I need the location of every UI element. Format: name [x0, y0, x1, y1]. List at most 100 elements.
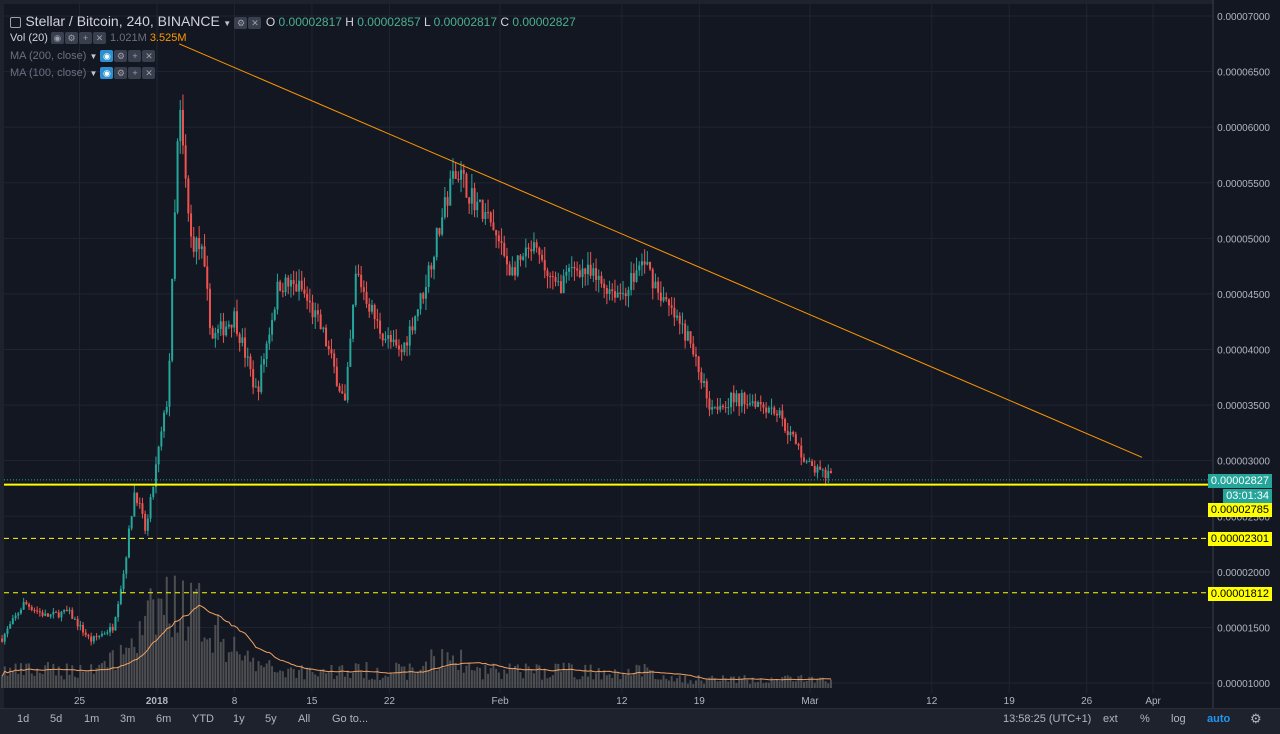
candle-body — [495, 230, 498, 236]
range-5y-button[interactable]: 5y — [265, 713, 277, 725]
volume-bar — [762, 683, 765, 688]
percent-button[interactable]: % — [1140, 713, 1150, 725]
candle-body — [454, 171, 457, 179]
gear-icon[interactable]: ⚙ — [1250, 711, 1262, 726]
range-ytd-button[interactable]: YTD — [192, 713, 214, 725]
volume-bar — [392, 673, 395, 688]
eye-icon[interactable]: ◉ — [50, 32, 64, 45]
volume-bar — [141, 635, 144, 688]
x-tick-label: 25 — [74, 696, 86, 707]
candle-body — [659, 292, 662, 301]
range-1y-button[interactable]: 1y — [233, 713, 245, 725]
candle-body — [11, 618, 14, 625]
candle-body — [778, 410, 781, 416]
range-1d-button[interactable]: 1d — [17, 713, 30, 725]
volume-bar — [638, 665, 641, 688]
candle-body — [92, 636, 95, 642]
candle-body — [784, 419, 787, 431]
candle-body — [703, 381, 706, 383]
candle-body — [438, 228, 441, 235]
plus-icon[interactable]: + — [78, 32, 92, 45]
candle-body — [721, 405, 724, 408]
candle-body — [28, 604, 31, 607]
volume-bar — [732, 676, 735, 688]
candle-body — [470, 188, 473, 204]
volume-bar — [308, 667, 311, 688]
close-icon[interactable]: ✕ — [142, 67, 156, 80]
range-6m-button[interactable]: 6m — [156, 713, 172, 725]
chevron-down-icon[interactable]: ▼ — [89, 52, 98, 61]
clock-display[interactable]: 13:58:25 (UTC+1) — [1003, 713, 1092, 725]
settings-icon[interactable]: ⚙ — [114, 50, 128, 63]
volume-bar — [770, 677, 773, 688]
range-1m-button[interactable]: 1m — [84, 713, 100, 725]
range-5d-button[interactable]: 5d — [50, 713, 63, 725]
volume-bar — [30, 673, 33, 688]
candle-body — [670, 305, 673, 308]
ext-button[interactable]: ext — [1103, 713, 1118, 725]
close-icon[interactable]: ✕ — [248, 16, 262, 29]
candle-body — [30, 606, 33, 611]
settings-icon[interactable]: ⚙ — [234, 16, 248, 29]
auto-button[interactable]: auto — [1207, 713, 1231, 725]
close-icon[interactable]: ✕ — [92, 32, 106, 45]
volume-indicator-label[interactable]: Vol (20) — [10, 32, 48, 44]
volume-bar — [203, 637, 206, 688]
chevron-down-icon[interactable]: ▼ — [89, 69, 98, 78]
volume-bar — [775, 678, 778, 688]
volume-bar — [187, 626, 190, 688]
candle-body — [719, 405, 722, 410]
plus-icon[interactable]: + — [128, 50, 142, 63]
volume-bar — [341, 665, 344, 688]
chevron-down-icon[interactable]: ▼ — [223, 19, 232, 28]
volume-bar — [670, 676, 673, 688]
log-button[interactable]: log — [1171, 713, 1186, 725]
candle-body — [330, 349, 333, 354]
candle-body — [98, 635, 101, 637]
settings-icon[interactable]: ⚙ — [64, 32, 78, 45]
ma200-label[interactable]: MA (200, close) — [10, 50, 87, 62]
candle-body — [808, 461, 811, 463]
goto-button[interactable]: Go to... — [332, 713, 369, 725]
volume-bar — [646, 667, 649, 688]
x-tick-label: Apr — [1145, 696, 1161, 707]
volume-bar — [632, 673, 635, 688]
candle-body — [284, 277, 287, 293]
volume-bar — [125, 647, 128, 688]
settings-icon[interactable]: ⚙ — [114, 67, 128, 80]
candle-body — [781, 410, 784, 420]
candle-body — [208, 288, 211, 329]
volume-bar — [678, 675, 681, 688]
plus-icon[interactable]: + — [128, 67, 142, 80]
volume-bar — [462, 672, 465, 688]
close-icon[interactable]: ✕ — [142, 50, 156, 63]
candle-body — [214, 332, 217, 339]
volume-bar — [559, 671, 562, 688]
candle-body — [792, 431, 795, 435]
y-tick-label: 0.00001500 — [1217, 623, 1270, 634]
ma100-label[interactable]: MA (100, close) — [10, 67, 87, 79]
candle-body — [306, 293, 309, 301]
candle-body — [149, 497, 152, 519]
candle-body — [403, 342, 406, 353]
volume-bar — [235, 651, 238, 688]
candle-body — [327, 346, 330, 350]
price-chart[interactable]: 0.00007000 0.00006500 0.00006000 0.00005500… — [0, 0, 1280, 708]
range-all-button[interactable]: All — [298, 713, 311, 725]
candle-body — [414, 316, 417, 331]
eye-icon[interactable]: ◉ — [100, 67, 114, 80]
candle-body — [279, 281, 282, 291]
candle-body — [460, 169, 463, 180]
collapse-icon[interactable] — [10, 17, 21, 29]
candle-body — [514, 267, 517, 276]
range-3m-button[interactable]: 3m — [120, 713, 136, 725]
volume-bar — [136, 653, 139, 688]
volume-bar — [44, 665, 47, 688]
x-tick-label: 8 — [232, 696, 238, 707]
volume-bar — [217, 614, 220, 688]
volume-bar — [225, 662, 228, 688]
volume-bar — [759, 678, 762, 688]
eye-icon[interactable]: ◉ — [100, 50, 114, 63]
candle-body — [254, 386, 257, 388]
symbol-title[interactable]: Stellar / Bitcoin, 240, BINANCE — [25, 13, 220, 29]
